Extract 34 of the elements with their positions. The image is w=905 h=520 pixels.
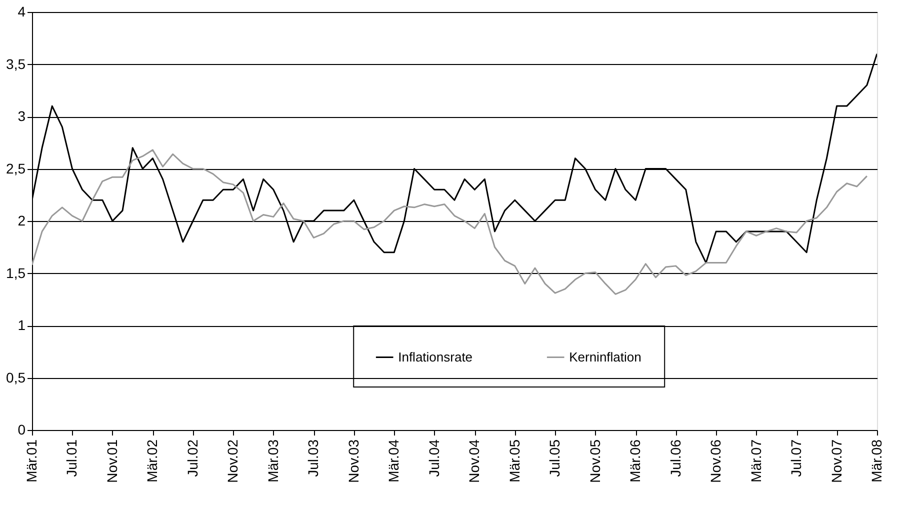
x-tick-label: Mär.01 (24, 439, 40, 482)
x-tick-label: Nov.03 (345, 439, 362, 483)
x-tick-label: Jul.01 (64, 439, 80, 477)
y-tick-label: 1 (18, 317, 26, 333)
y-tick-label: 0 (18, 422, 26, 438)
x-tick-label: Mär.03 (264, 439, 281, 482)
y-tick-label: 2 (18, 212, 26, 228)
legend-label: Inflationsrate (398, 349, 473, 364)
y-tick-label: 2,5 (6, 160, 26, 176)
x-tick-label: Mär.02 (144, 439, 160, 482)
x-tick-label: Nov.04 (466, 439, 482, 483)
y-tick-label: 4 (18, 4, 26, 20)
x-tick-label: Jul.05 (546, 439, 563, 477)
line-series (32, 149, 868, 295)
x-tick-label: Mär.04 (386, 439, 402, 482)
x-tick-label: Nov.02 (224, 439, 241, 483)
x-tick-label: Nov.07 (828, 439, 844, 483)
x-tick-label: Nov.06 (708, 439, 724, 483)
x-tick-label: Jul.04 (426, 439, 442, 477)
x-tick-label: Jul.02 (184, 439, 200, 477)
legend-label: Kerninflation (569, 349, 642, 364)
x-tick-label: Nov.01 (104, 439, 120, 483)
x-tick-label: Mär.05 (506, 439, 522, 482)
x-tick-label: Jul.07 (788, 439, 804, 477)
y-tick-label: 3 (18, 108, 26, 124)
x-tick-label: Jul.06 (667, 439, 684, 477)
x-tick-label: Mär.07 (748, 439, 764, 482)
x-tick-label: Mär.06 (627, 439, 644, 482)
x-tick-label: Nov.05 (586, 439, 603, 483)
y-tick-label: 3,5 (6, 56, 26, 72)
x-tick-label: Jul.03 (305, 439, 322, 477)
x-tick-label: Mär.08 (868, 439, 884, 482)
y-tick-label: 1,5 (6, 264, 26, 281)
y-tick-label: 0,5 (6, 369, 26, 386)
